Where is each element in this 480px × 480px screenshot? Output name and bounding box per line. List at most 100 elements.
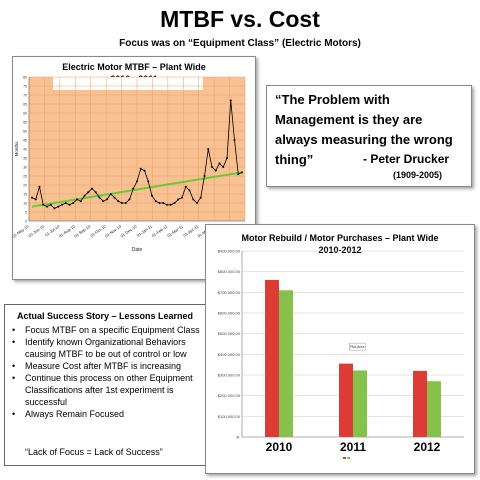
data-point (222, 166, 225, 168)
data-point (136, 180, 138, 183)
mtbf-chart-panel: Electric Motor MTBF – Plant Wide 2010 - … (12, 56, 256, 280)
y-tick-label: $300,000.00 (218, 373, 241, 378)
legend-swatch (347, 457, 350, 459)
data-point (132, 187, 135, 190)
y-tick-label: $- (236, 435, 240, 440)
data-point (169, 203, 172, 206)
data-point (158, 202, 161, 204)
bar (265, 279, 279, 437)
data-point (61, 203, 63, 206)
bar (413, 370, 427, 437)
data-point (162, 202, 165, 204)
x-tick-label: 01-Mar-11 (166, 223, 184, 238)
quote-author: - Peter Drucker (363, 152, 450, 166)
y-tick-label: 45 (23, 139, 27, 143)
quote-years: (1909-2005) (393, 170, 443, 180)
y-tick-label: 70 (23, 94, 27, 98)
data-point (181, 196, 183, 199)
data-point (184, 185, 187, 188)
data-point (237, 173, 240, 176)
list-item: Identify known Organizational Behaviors … (11, 336, 203, 360)
y-tick-label: $800,000.00 (218, 269, 241, 274)
data-point (241, 171, 243, 174)
x-tick-label: 2010 (266, 440, 293, 454)
data-point (64, 202, 67, 204)
y-tick-label: $100,000.00 (218, 414, 241, 419)
cost-bar-chart: $- $100,000.00 $200,000.00 $300,000.00 $400,… (218, 249, 464, 459)
data-point (229, 99, 232, 102)
y-tick-label: 40 (23, 148, 27, 152)
y-tick-label: 15 (23, 193, 27, 197)
data-point (214, 169, 217, 172)
data-point (68, 203, 71, 206)
bar (353, 370, 367, 437)
data-point (38, 185, 41, 188)
y-tick-label: 25 (23, 175, 27, 179)
data-point (192, 198, 195, 201)
data-point (226, 157, 228, 159)
y-tick-label: 65 (23, 103, 27, 107)
data-point (94, 191, 97, 194)
data-point (166, 203, 168, 206)
data-point (124, 202, 127, 204)
data-point (117, 200, 120, 203)
data-point (98, 196, 101, 199)
data-point (211, 166, 213, 168)
data-point (42, 203, 45, 206)
data-point (76, 198, 78, 201)
x-axis-title: Date (132, 247, 143, 253)
data-point (53, 207, 56, 210)
data-point (151, 194, 153, 197)
x-tick-label: 2012 (414, 440, 441, 454)
data-point (154, 200, 157, 203)
y-tick-label: $700,000.00 (218, 290, 241, 295)
quote-text: “The Problem with Management is they are… (275, 92, 453, 167)
data-point (31, 196, 33, 199)
story-list: Focus MTBF on a specific Equipment Class… (11, 324, 203, 420)
x-tick-label: 01-Dec-10 (119, 223, 138, 238)
success-story-box: Actual Success Story – Lessons Learned F… (4, 304, 206, 466)
data-point (72, 202, 75, 204)
bar (339, 363, 353, 437)
x-tick-label: 01-May-10 (13, 223, 30, 239)
y-tick-label: $500,000.00 (218, 331, 241, 336)
y-axis-title: Months (14, 141, 19, 157)
y-tick-label: $400,000.00 (218, 352, 241, 357)
y-tick-label: 30 (23, 166, 27, 170)
x-tick-label: 01-Jun-10 (27, 223, 45, 238)
data-point (102, 200, 105, 203)
list-item: Measure Cost after MTBF is increasing (11, 360, 203, 372)
mtbf-chart-title: Electric Motor MTBF – Plant Wide (62, 62, 206, 72)
data-point (34, 198, 37, 201)
y-tick-label: 80 (23, 76, 27, 80)
x-tick-label: 2011 (340, 440, 366, 454)
y-tick-label: 35 (23, 157, 27, 161)
quote-box: “The Problem with Management is they are… (266, 85, 472, 187)
annotation-label: Plot Area (350, 345, 364, 349)
data-point (139, 167, 142, 170)
trend-line (31, 171, 243, 208)
cost-chart-title: Motor Rebuild / Motor Purchases – Plant … (241, 233, 439, 243)
x-tick-label: 01-Sep-10 (73, 223, 92, 238)
data-point (196, 202, 198, 204)
mtbf-line-chart: 0 5 10 15 20 25 30 35 40 45 50 55 60 65 70 75 80 01-May-1… (13, 76, 246, 254)
y-tick-label: 50 (23, 130, 27, 134)
data-point (128, 198, 131, 201)
data-point (233, 139, 236, 141)
data-point (143, 169, 146, 172)
list-item: Continue this process on other Equipment… (11, 372, 203, 408)
data-point (113, 196, 116, 199)
data-point (91, 187, 93, 190)
y-tick-label: 60 (23, 112, 27, 116)
data-point (121, 202, 123, 204)
cost-chart-panel: Motor Rebuild / Motor Purchases – Plant … (205, 224, 475, 474)
data-point (173, 202, 176, 204)
y-tick-label: $900,000.00 (218, 249, 241, 254)
page-subtitle: Focus was on “Equipment Class” (Electric… (119, 38, 361, 49)
list-item: Always Remain Focused (11, 408, 203, 420)
data-point (177, 198, 180, 201)
data-point (49, 203, 52, 206)
data-point (79, 200, 82, 203)
y-tick-label: $600,000.00 (218, 311, 241, 316)
bar (427, 381, 441, 437)
